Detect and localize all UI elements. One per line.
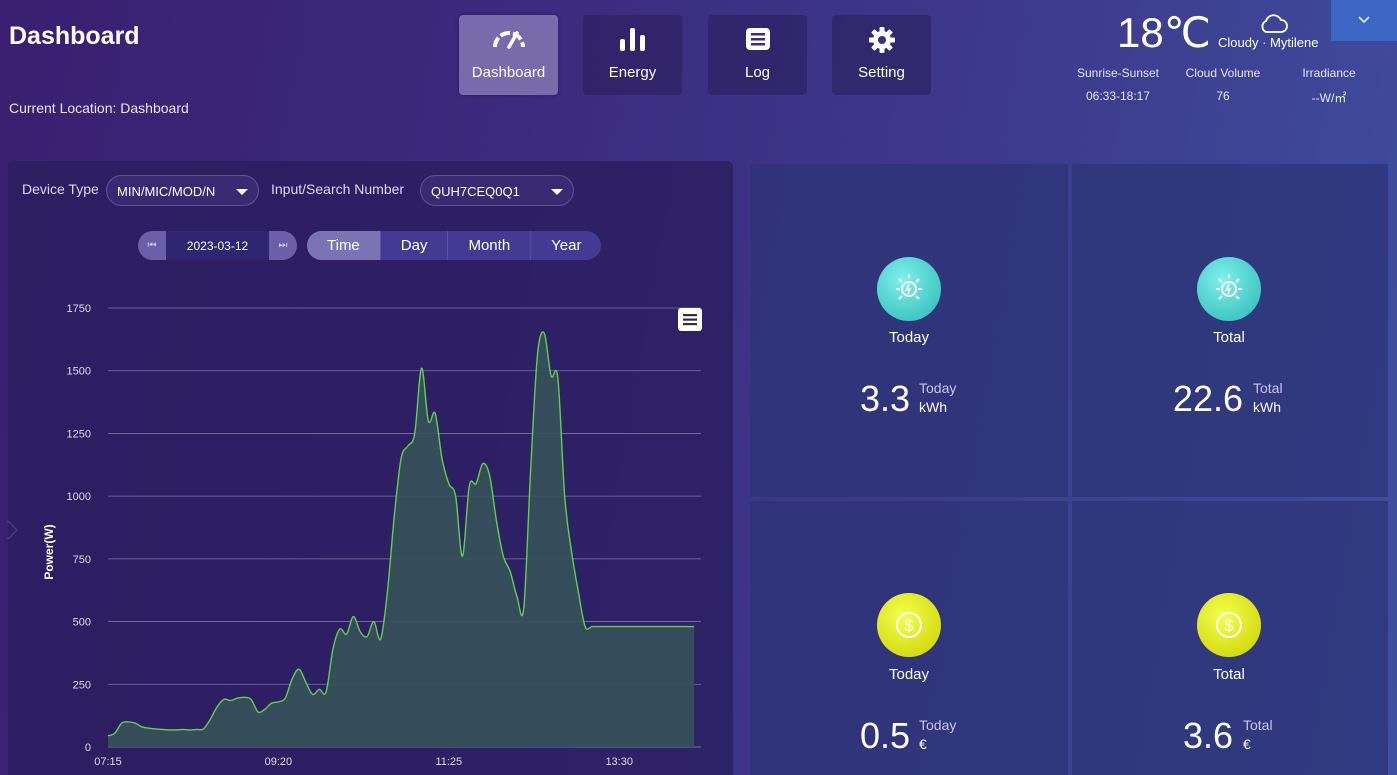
next-date-button[interactable]: ⏭ — [269, 231, 297, 260]
dollar-icon: $ — [1197, 593, 1261, 657]
sunrise-value: 06:33-18:17 — [1085, 89, 1151, 103]
stat-unit: kWh — [1253, 399, 1281, 415]
device-type-value: MIN/MIC/MOD/N — [117, 184, 216, 199]
y-axis-label: Power(W) — [42, 524, 56, 579]
solar-icon — [1197, 257, 1261, 321]
x-tick-label: 13:30 — [605, 756, 633, 768]
caret-down-icon — [236, 189, 248, 195]
stat-label: Total — [1213, 666, 1245, 683]
chevron-down-icon — [1357, 12, 1371, 30]
bar-chart-icon — [583, 25, 682, 53]
power-area — [108, 331, 695, 747]
y-tick-label: 0 — [85, 742, 91, 754]
stat-card-energy-today — [750, 164, 1068, 497]
caret-down-icon — [551, 189, 563, 195]
stat-card-energy-total — [1072, 164, 1388, 497]
search-number-label: Input/Search Number — [271, 181, 405, 197]
y-tick-label: 1250 — [67, 428, 91, 440]
temperature: 18℃ — [1117, 9, 1211, 56]
device-type-label: Device Type — [22, 181, 99, 197]
stat-value: 3.6 — [1182, 715, 1233, 756]
menu-icon — [683, 314, 697, 326]
chart-menu-button[interactable] — [678, 308, 702, 331]
log-icon — [708, 25, 807, 53]
stat-value: 0.5 — [859, 715, 910, 756]
stat-unit: kWh — [919, 399, 947, 415]
range-time[interactable]: Time — [307, 231, 380, 260]
stat-label: Total — [1213, 329, 1245, 346]
stat-label: Today — [888, 329, 930, 346]
date-picker: ⏮ 2023-03-12 ⏭ — [138, 231, 297, 260]
x-tick-label: 07:15 — [94, 756, 122, 768]
y-tick-label: 500 — [73, 617, 91, 629]
x-tick-label: 09:20 — [265, 756, 293, 768]
search-number-select[interactable]: QUH7CEQ0Q1 — [420, 175, 574, 206]
breadcrumb: Current Location: Dashboard — [9, 100, 189, 116]
nav-setting-label: Setting — [858, 64, 905, 81]
nav-setting[interactable]: Setting — [832, 15, 931, 95]
irradiance-value: --W/㎡ — [1311, 91, 1347, 105]
irradiance-label: Irradiance — [1302, 66, 1356, 80]
svg-text:$: $ — [1224, 616, 1234, 635]
nav-dashboard-label: Dashboard — [471, 64, 546, 81]
nav-energy[interactable]: Energy — [583, 15, 682, 95]
range-year[interactable]: Year — [530, 231, 601, 260]
svg-text:$: $ — [904, 616, 914, 635]
x-tick-label: 11:25 — [435, 756, 462, 768]
date-value[interactable]: 2023-03-12 — [186, 239, 249, 253]
prev-date-button[interactable]: ⏮ — [138, 231, 166, 260]
sunrise-label: Sunrise-Sunset — [1076, 66, 1160, 80]
power-line — [107, 331, 695, 737]
solar-icon — [877, 257, 941, 321]
y-tick-label: 750 — [73, 554, 91, 566]
nav-log[interactable]: Log — [708, 15, 807, 95]
nav-energy-label: Energy — [608, 64, 657, 81]
gear-icon — [832, 25, 931, 55]
weather-description: Cloudy · Mytilene — [1218, 35, 1319, 50]
y-tick-label: 1000 — [67, 491, 91, 503]
cloud-volume-value: 76 — [1216, 89, 1230, 103]
nav-log-label: Log — [744, 64, 771, 81]
nav-dashboard[interactable]: Dashboard — [459, 15, 558, 95]
cloud-volume-label: Cloud Volume — [1185, 66, 1261, 80]
skip-back-icon: ⏮ — [147, 240, 157, 251]
dollar-icon: $ — [877, 593, 941, 657]
range-day[interactable]: Day — [379, 231, 448, 260]
y-tick-label: 1500 — [67, 366, 91, 378]
range-month[interactable]: Month — [447, 231, 530, 260]
skip-forward-icon: ⏭ — [278, 240, 288, 251]
stat-unit: € — [919, 736, 927, 752]
range-toggle: Time Day Month Year — [307, 231, 602, 260]
gauge-icon — [459, 25, 558, 51]
stat-unit-label: Total — [1253, 380, 1283, 396]
stat-unit: € — [1243, 736, 1251, 752]
search-number-value: QUH7CEQ0Q1 — [431, 184, 520, 199]
power-chart: 0 250 500 750 1000 1250 1500 1750 07:15 09:20 11:… — [42, 303, 702, 768]
stat-unit-label: Today — [919, 717, 957, 733]
y-tick-label: 1750 — [67, 303, 91, 315]
stat-value: 3.3 — [859, 378, 910, 419]
stat-unit-label: Today — [919, 380, 957, 396]
device-type-select[interactable]: MIN/MIC/MOD/N — [106, 175, 259, 206]
collapse-button[interactable] — [1331, 0, 1397, 41]
stat-value: 22.6 — [1172, 378, 1243, 419]
stat-label: Today — [888, 666, 930, 683]
page-title: Dashboard — [9, 22, 140, 50]
stat-unit-label: Total — [1243, 717, 1273, 733]
cloud-icon — [1258, 12, 1288, 39]
y-tick-label: 250 — [73, 679, 91, 691]
